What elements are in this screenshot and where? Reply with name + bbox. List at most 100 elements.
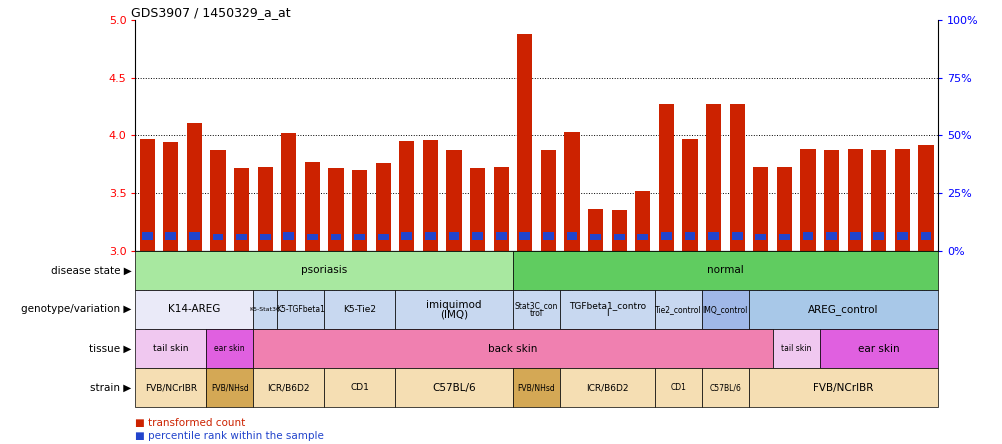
- Bar: [753, 166, 768, 251]
- Text: TGFbeta1_contro
l: TGFbeta1_contro l: [568, 301, 645, 318]
- Bar: [135, 251, 512, 290]
- Bar: [141, 232, 152, 241]
- Bar: [470, 168, 485, 251]
- Text: FVB/NCrIBR: FVB/NCrIBR: [144, 383, 196, 392]
- Bar: [560, 290, 654, 329]
- Text: strain ▶: strain ▶: [90, 383, 131, 392]
- Bar: [705, 104, 720, 251]
- Bar: [395, 290, 512, 329]
- Bar: [684, 232, 694, 241]
- Bar: [819, 329, 937, 368]
- Bar: [307, 234, 318, 241]
- Text: disease state ▶: disease state ▶: [50, 266, 131, 275]
- Text: ICR/B6D2: ICR/B6D2: [585, 383, 628, 392]
- Text: tail skin: tail skin: [781, 344, 811, 353]
- Text: K5-Stat3C: K5-Stat3C: [249, 307, 281, 312]
- Bar: [701, 368, 748, 407]
- Bar: [871, 151, 886, 251]
- Text: ICR/B6D2: ICR/B6D2: [268, 383, 310, 392]
- Bar: [701, 290, 748, 329]
- Bar: [823, 151, 839, 251]
- Text: normal: normal: [706, 266, 743, 275]
- Text: ■ percentile rank within the sample: ■ percentile rank within the sample: [135, 431, 324, 441]
- Bar: [354, 234, 365, 241]
- Text: Stat3C_con
trol: Stat3C_con trol: [514, 301, 558, 318]
- Text: K14-AREG: K14-AREG: [168, 305, 220, 314]
- Text: IMQ_control: IMQ_control: [702, 305, 747, 314]
- Bar: [654, 368, 701, 407]
- Text: FVB/NHsd: FVB/NHsd: [517, 383, 555, 392]
- Bar: [566, 232, 577, 241]
- Bar: [658, 104, 673, 251]
- Bar: [748, 368, 937, 407]
- Bar: [281, 133, 297, 251]
- Bar: [519, 232, 530, 241]
- Bar: [847, 149, 862, 251]
- Bar: [540, 151, 555, 251]
- Text: psoriasis: psoriasis: [301, 266, 347, 275]
- Bar: [731, 232, 741, 241]
- Text: tail skin: tail skin: [153, 344, 188, 353]
- Text: FVB/NHsd: FVB/NHsd: [210, 383, 248, 392]
- Bar: [324, 290, 395, 329]
- Bar: [186, 123, 201, 251]
- Bar: [512, 290, 560, 329]
- Bar: [425, 232, 435, 241]
- Bar: [305, 162, 320, 251]
- Bar: [448, 232, 459, 241]
- Bar: [446, 151, 461, 251]
- Bar: [512, 368, 560, 407]
- Bar: [233, 168, 249, 251]
- Bar: [560, 368, 654, 407]
- Text: GDS3907 / 1450329_a_at: GDS3907 / 1450329_a_at: [131, 6, 291, 19]
- Text: CD1: CD1: [669, 383, 685, 392]
- Bar: [395, 368, 512, 407]
- Bar: [378, 234, 388, 241]
- Bar: [894, 149, 909, 251]
- Bar: [210, 151, 225, 251]
- Bar: [654, 290, 701, 329]
- Bar: [260, 234, 271, 241]
- Text: CD1: CD1: [350, 383, 369, 392]
- Bar: [896, 232, 907, 241]
- Bar: [918, 145, 933, 251]
- Bar: [401, 232, 412, 241]
- Text: K5-Tie2: K5-Tie2: [343, 305, 376, 314]
- Bar: [206, 368, 254, 407]
- Bar: [512, 251, 937, 290]
- Bar: [135, 329, 206, 368]
- Bar: [206, 329, 254, 368]
- Text: ■ transformed count: ■ transformed count: [135, 418, 245, 428]
- Bar: [587, 209, 602, 251]
- Bar: [634, 191, 650, 251]
- Text: imiquimod
(IMQ): imiquimod (IMQ): [426, 300, 481, 319]
- Bar: [236, 234, 246, 241]
- Text: genotype/variation ▶: genotype/variation ▶: [21, 305, 131, 314]
- Bar: [163, 143, 178, 251]
- Bar: [254, 368, 324, 407]
- Bar: [681, 139, 697, 251]
- Bar: [352, 170, 367, 251]
- Bar: [422, 140, 438, 251]
- Bar: [331, 234, 341, 241]
- Bar: [728, 104, 744, 251]
- Bar: [826, 232, 836, 241]
- Bar: [188, 232, 199, 241]
- Bar: [493, 166, 508, 251]
- Text: ear skin: ear skin: [857, 344, 899, 353]
- Text: ear skin: ear skin: [214, 344, 244, 353]
- Text: K5-TGFbeta1: K5-TGFbeta1: [276, 305, 325, 314]
- Text: C57BL/6: C57BL/6: [708, 383, 740, 392]
- Bar: [135, 368, 206, 407]
- Bar: [564, 132, 579, 251]
- Bar: [517, 34, 532, 251]
- Bar: [772, 329, 819, 368]
- Bar: [660, 232, 671, 241]
- Bar: [165, 232, 176, 241]
- Bar: [755, 234, 766, 241]
- Bar: [212, 234, 223, 241]
- Bar: [873, 232, 884, 241]
- Bar: [589, 234, 600, 241]
- Text: C57BL/6: C57BL/6: [432, 383, 475, 392]
- Bar: [472, 232, 483, 241]
